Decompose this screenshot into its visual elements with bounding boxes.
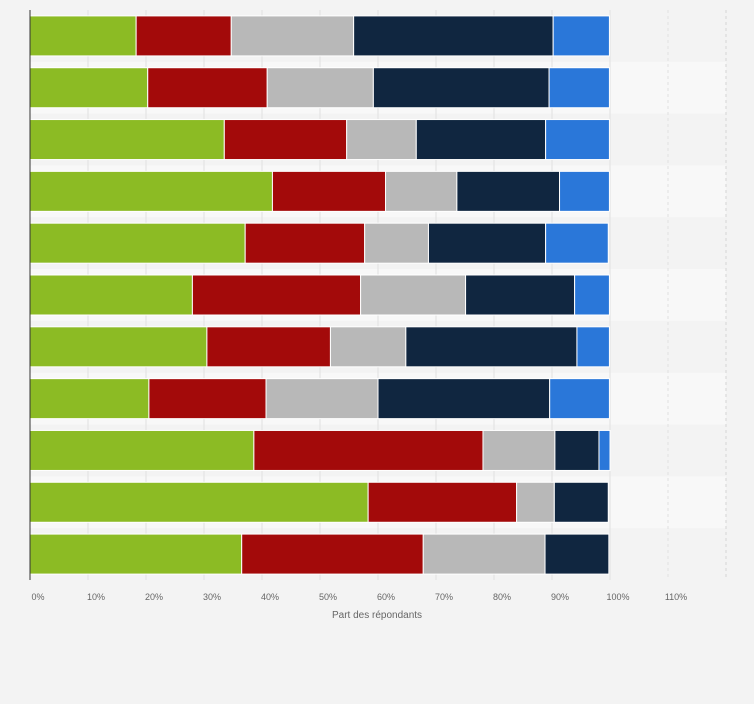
bar-segment[interactable] <box>29 533 243 575</box>
bar-segment[interactable] <box>29 67 149 109</box>
bar-segment[interactable] <box>29 222 246 264</box>
bar-segment[interactable] <box>346 119 417 161</box>
bar-segment[interactable] <box>545 222 609 264</box>
bar-segment[interactable] <box>271 170 387 212</box>
bar-segment[interactable] <box>266 67 374 109</box>
bar-segment[interactable] <box>377 378 551 420</box>
bar-segment[interactable] <box>544 533 610 575</box>
bar-segment[interactable] <box>385 170 458 212</box>
x-tick-label: 50% <box>319 592 337 602</box>
x-tick-label: 80% <box>493 592 511 602</box>
bar-segment[interactable] <box>482 429 556 471</box>
bar-segment[interactable] <box>265 378 379 420</box>
bar-segment[interactable] <box>29 170 273 212</box>
bar-segment[interactable] <box>465 274 576 316</box>
bar-segment[interactable] <box>415 119 547 161</box>
bar-segment[interactable] <box>135 15 232 57</box>
x-tick-label: 20% <box>145 592 163 602</box>
bar-segment[interactable] <box>552 15 610 57</box>
bar-segment[interactable] <box>353 15 554 57</box>
bar-segment[interactable] <box>559 170 610 212</box>
bar-segment[interactable] <box>29 378 150 420</box>
bar-segment[interactable] <box>548 67 610 109</box>
bar-segment[interactable] <box>223 119 348 161</box>
bar-segment[interactable] <box>29 274 193 316</box>
bar-segment[interactable] <box>405 326 578 368</box>
x-tick-label: 10% <box>87 592 105 602</box>
x-tick-label: 90% <box>551 592 569 602</box>
bar-segment[interactable] <box>456 170 561 212</box>
bar-segment[interactable] <box>29 429 255 471</box>
x-tick-label: 70% <box>435 592 453 602</box>
bar-segment[interactable] <box>191 274 362 316</box>
bar-segment[interactable] <box>372 67 550 109</box>
bar-segment[interactable] <box>367 481 518 523</box>
x-tick-label: 100% <box>606 592 629 602</box>
bar-segment[interactable] <box>574 274 610 316</box>
bar-segment[interactable] <box>329 326 407 368</box>
bar-segment[interactable] <box>29 15 137 57</box>
bar-segment[interactable] <box>549 378 610 420</box>
x-axis-label: Part des répondants <box>332 610 422 621</box>
bar-segment[interactable] <box>427 222 547 264</box>
x-tick-label: 110% <box>665 592 687 602</box>
bar-segment[interactable] <box>360 274 467 316</box>
x-tick-label: 60% <box>377 592 395 602</box>
bar-segment[interactable] <box>364 222 429 264</box>
bar-segment[interactable] <box>553 481 609 523</box>
bar-segment[interactable] <box>230 15 355 57</box>
bar-segment[interactable] <box>253 429 484 471</box>
x-tick-label: 40% <box>261 592 279 602</box>
bar-segment[interactable] <box>576 326 610 368</box>
bar-segment[interactable] <box>554 429 600 471</box>
bar-segment[interactable] <box>206 326 331 368</box>
bar-segment[interactable] <box>29 119 225 161</box>
bar-segment[interactable] <box>422 533 546 575</box>
bar-segment[interactable] <box>244 222 366 264</box>
bar-segment[interactable] <box>29 326 208 368</box>
bar-segment[interactable] <box>516 481 555 523</box>
bar-segment[interactable] <box>241 533 424 575</box>
bar-segment[interactable] <box>147 67 268 109</box>
bar-segment[interactable] <box>598 429 611 471</box>
bar-segment[interactable] <box>29 481 369 523</box>
x-tick-label: 0% <box>31 592 44 602</box>
x-tick-label: 30% <box>203 592 221 602</box>
bar-segment[interactable] <box>545 119 610 161</box>
bar-segment[interactable] <box>148 378 267 420</box>
